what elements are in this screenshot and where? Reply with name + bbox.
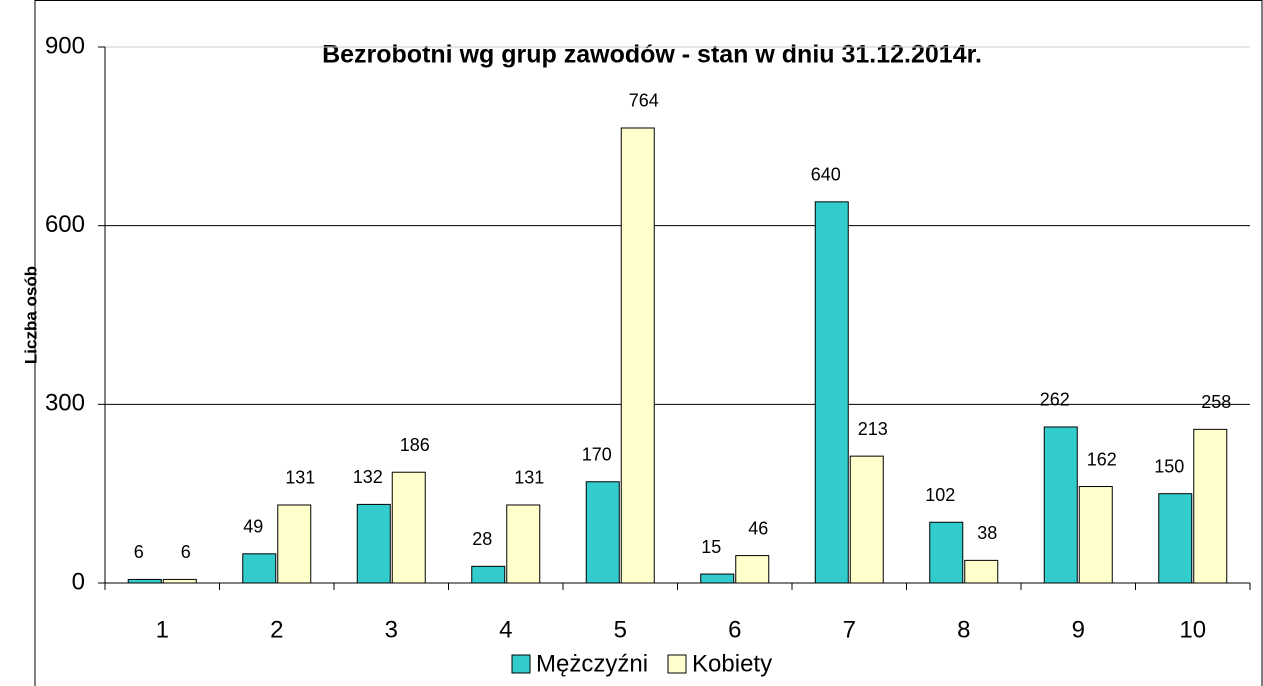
bar (356, 503, 391, 584)
x-tick-label: 8 (957, 616, 970, 643)
bar (1078, 486, 1113, 584)
value-label: 102 (925, 485, 955, 505)
x-tick-label: 4 (499, 616, 512, 643)
value-label: 131 (514, 468, 544, 488)
x-tick-label: 7 (843, 616, 856, 643)
x-tick-label: 10 (1179, 616, 1206, 643)
value-label: 640 (811, 165, 841, 185)
value-label: 262 (1040, 390, 1070, 410)
x-tick-label: 2 (270, 616, 283, 643)
legend-label: Mężczyźni (536, 650, 648, 677)
value-label: 186 (400, 435, 430, 455)
chart-title: Bezrobotni wg grup zawodów - stan w dniu… (322, 41, 982, 69)
bar (929, 521, 964, 584)
x-tick-label: 3 (385, 616, 398, 643)
value-label: 131 (285, 468, 315, 488)
bar (620, 127, 655, 584)
bar (162, 578, 197, 584)
bar (849, 455, 884, 584)
x-tick-label: 1 (156, 616, 169, 643)
bar (814, 201, 849, 584)
bar (391, 471, 426, 584)
bar (964, 559, 999, 584)
bar (585, 481, 620, 584)
bar (1158, 493, 1193, 584)
value-label: 162 (1087, 449, 1117, 469)
value-label: 38 (977, 523, 997, 543)
legend-label: Kobiety (692, 650, 772, 677)
value-label: 46 (748, 518, 768, 538)
bar (242, 553, 277, 584)
value-label: 15 (701, 537, 721, 557)
value-label: 764 (629, 91, 659, 111)
legend-swatch (511, 654, 531, 674)
y-tick-label: 0 (72, 568, 85, 595)
bar (700, 573, 735, 584)
value-label: 258 (1201, 392, 1231, 412)
value-label: 6 (181, 542, 191, 562)
value-label: 6 (134, 542, 144, 562)
y-tick-label: 300 (45, 390, 85, 417)
x-tick-label: 5 (614, 616, 627, 643)
legend-swatch (667, 654, 687, 674)
y-axis-label: Liczba osób (21, 266, 40, 364)
x-tick-label: 6 (728, 616, 741, 643)
bar (735, 555, 770, 584)
bar (1193, 428, 1228, 584)
bar (277, 504, 312, 584)
value-label: 28 (472, 529, 492, 549)
x-tick-label: 9 (1072, 616, 1085, 643)
bar (506, 504, 541, 584)
value-label: 213 (858, 419, 888, 439)
value-label: 49 (243, 517, 263, 537)
y-tick-label: 900 (45, 32, 85, 59)
value-label: 132 (353, 467, 383, 487)
bar (1043, 426, 1078, 584)
value-label: 170 (582, 445, 612, 465)
bar (127, 578, 162, 584)
value-label: 150 (1154, 456, 1184, 476)
y-tick-label: 600 (45, 211, 85, 238)
bar (471, 565, 506, 584)
